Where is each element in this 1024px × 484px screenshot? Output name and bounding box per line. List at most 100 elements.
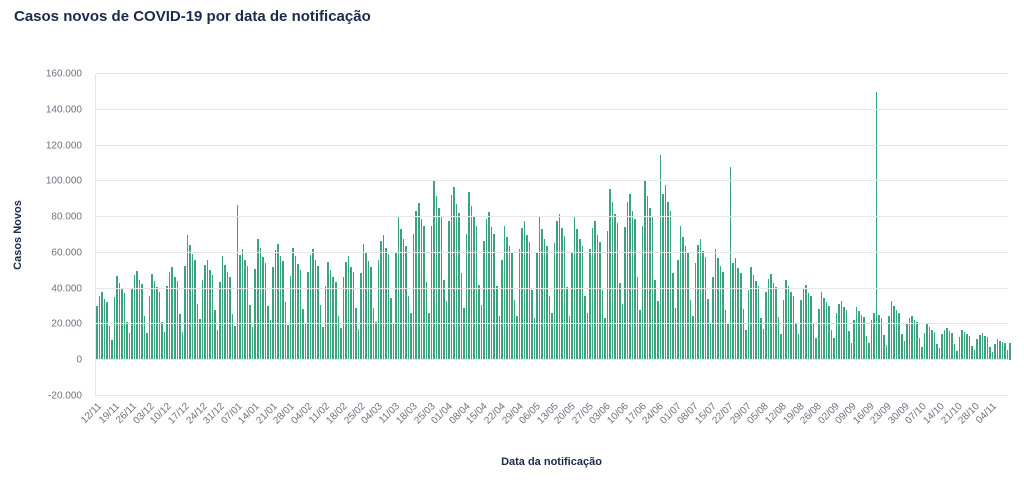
- bar[interactable]: [274, 249, 277, 361]
- bar[interactable]: [148, 295, 151, 361]
- bar[interactable]: [415, 210, 417, 361]
- bar[interactable]: [755, 281, 757, 361]
- bar[interactable]: [345, 261, 347, 361]
- bar[interactable]: [257, 238, 259, 361]
- bar[interactable]: [709, 323, 712, 361]
- bar[interactable]: [883, 335, 885, 361]
- bar[interactable]: [908, 317, 911, 361]
- bar[interactable]: [614, 214, 616, 361]
- bar[interactable]: [750, 267, 752, 361]
- bar[interactable]: [626, 202, 629, 361]
- bar[interactable]: [362, 243, 365, 361]
- bar[interactable]: [968, 335, 971, 361]
- bar[interactable]: [123, 292, 126, 361]
- bar[interactable]: [906, 324, 908, 361]
- bar[interactable]: [986, 337, 989, 361]
- bar[interactable]: [740, 273, 742, 361]
- bar[interactable]: [269, 320, 272, 361]
- bar[interactable]: [372, 307, 375, 361]
- bar[interactable]: [1009, 343, 1011, 361]
- bar[interactable]: [133, 275, 136, 361]
- bar[interactable]: [433, 181, 435, 361]
- bar[interactable]: [576, 228, 578, 361]
- bar[interactable]: [737, 268, 739, 361]
- bar[interactable]: [913, 320, 916, 361]
- bar[interactable]: [672, 272, 674, 361]
- bar[interactable]: [994, 344, 996, 361]
- bar[interactable]: [395, 252, 397, 361]
- bar[interactable]: [214, 310, 216, 361]
- bar[interactable]: [523, 220, 526, 361]
- bar[interactable]: [823, 297, 825, 361]
- bar[interactable]: [589, 248, 591, 361]
- bar[interactable]: [1006, 349, 1009, 361]
- bar[interactable]: [639, 310, 641, 361]
- bar[interactable]: [656, 301, 659, 361]
- bar[interactable]: [971, 346, 973, 361]
- bar[interactable]: [674, 307, 677, 361]
- bar[interactable]: [787, 286, 790, 361]
- bar[interactable]: [251, 326, 254, 361]
- bar[interactable]: [294, 256, 297, 361]
- bar[interactable]: [428, 313, 430, 361]
- bar[interactable]: [224, 264, 226, 361]
- bar[interactable]: [163, 331, 166, 361]
- bar[interactable]: [634, 218, 636, 361]
- bar[interactable]: [96, 305, 98, 361]
- bar[interactable]: [103, 299, 106, 361]
- bar[interactable]: [888, 315, 890, 361]
- bar[interactable]: [488, 211, 490, 361]
- bar[interactable]: [329, 269, 332, 361]
- bar[interactable]: [573, 217, 576, 361]
- bar[interactable]: [116, 276, 118, 361]
- bar[interactable]: [802, 288, 805, 361]
- bar[interactable]: [146, 333, 148, 361]
- bar[interactable]: [966, 334, 968, 361]
- bar[interactable]: [933, 331, 936, 361]
- bar[interactable]: [511, 252, 513, 361]
- bar[interactable]: [518, 248, 521, 361]
- bar[interactable]: [1004, 343, 1006, 361]
- bar[interactable]: [624, 227, 626, 361]
- bar[interactable]: [541, 228, 543, 361]
- bar[interactable]: [760, 318, 762, 361]
- bar[interactable]: [438, 208, 440, 361]
- bar[interactable]: [397, 217, 400, 361]
- bar[interactable]: [221, 256, 224, 361]
- bar[interactable]: [946, 328, 948, 361]
- bar[interactable]: [732, 263, 734, 361]
- bar[interactable]: [327, 261, 329, 361]
- bar[interactable]: [219, 282, 221, 361]
- bar[interactable]: [189, 245, 191, 361]
- bar[interactable]: [689, 299, 692, 361]
- bar[interactable]: [579, 238, 581, 361]
- bar[interactable]: [963, 332, 966, 361]
- bar[interactable]: [392, 322, 395, 361]
- bar[interactable]: [850, 342, 853, 361]
- bar[interactable]: [277, 243, 279, 361]
- bar[interactable]: [204, 265, 206, 361]
- bar[interactable]: [382, 235, 385, 361]
- bar[interactable]: [304, 323, 307, 361]
- bar[interactable]: [644, 181, 646, 361]
- bar[interactable]: [853, 320, 855, 361]
- bar[interactable]: [943, 329, 946, 361]
- bar[interactable]: [166, 285, 168, 361]
- bar[interactable]: [667, 202, 669, 361]
- bar[interactable]: [181, 332, 184, 361]
- bar[interactable]: [322, 326, 324, 361]
- bar[interactable]: [158, 291, 161, 361]
- bar[interactable]: [279, 255, 282, 361]
- bar[interactable]: [870, 320, 873, 361]
- bar[interactable]: [984, 336, 986, 361]
- bar[interactable]: [503, 226, 506, 361]
- bar[interactable]: [790, 291, 792, 361]
- bar[interactable]: [797, 333, 800, 361]
- bar[interactable]: [262, 256, 264, 361]
- bar[interactable]: [402, 238, 405, 361]
- bar[interactable]: [184, 266, 186, 361]
- bar[interactable]: [677, 259, 679, 361]
- bar[interactable]: [767, 278, 770, 361]
- bar[interactable]: [596, 234, 599, 361]
- bar[interactable]: [425, 281, 428, 361]
